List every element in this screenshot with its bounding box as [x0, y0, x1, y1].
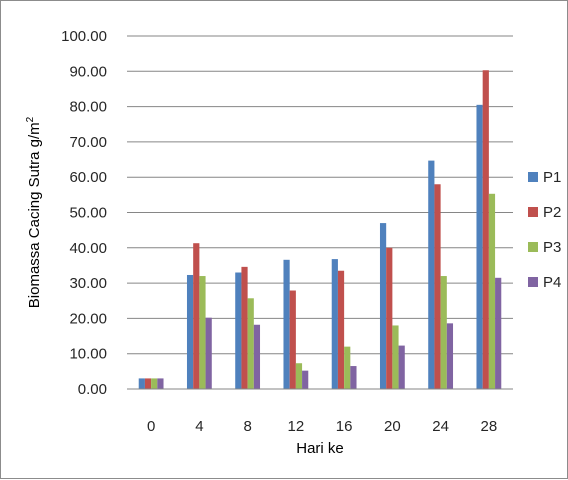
x-tick-label: 0: [147, 418, 155, 435]
legend-label-p2: P2: [543, 204, 561, 221]
y-tick-label: 10.00: [69, 346, 107, 363]
x-tick-label: 28: [481, 418, 498, 435]
legend: P1 P2 P3 P4: [528, 169, 561, 291]
y-tick-label: 20.00: [69, 310, 107, 327]
legend-swatch-p1: [528, 172, 538, 182]
legend-label-p1: P1: [543, 169, 561, 186]
x-tick-labels: 0 4 8 12 16 20 24 28: [147, 418, 497, 435]
bar-p2-day-20: [386, 247, 393, 389]
bar-p4-day-24: [446, 323, 454, 389]
bars: [138, 70, 502, 390]
y-tick-label: 80.00: [69, 99, 107, 116]
bar-p4-day-0: [157, 378, 164, 389]
bar-p2-day-0: [144, 378, 152, 389]
y-tick-label: 60.00: [69, 169, 107, 186]
grid-lines: [127, 35, 513, 355]
bar-p4-day-20: [398, 345, 405, 389]
x-tick-label: 12: [288, 418, 305, 435]
bar-p2-day-4: [193, 243, 200, 389]
bar-p2-day-28: [482, 70, 489, 389]
bar-p2-day-12: [289, 290, 296, 389]
bar-p3-day-8: [247, 298, 254, 389]
bar-p2-day-24: [434, 184, 441, 389]
bar-p3-day-16: [344, 346, 351, 389]
y-tick-label: 0.00: [78, 381, 107, 398]
bar-p3-day-20: [392, 325, 399, 389]
y-tick-label: 50.00: [69, 205, 107, 222]
y-tick-label: 30.00: [69, 275, 107, 292]
bar-p3-day-0: [151, 378, 158, 389]
y-tick-labels: 0.00 10.00 20.00 30.00 40.00 50.00 60.00 70.00 8…: [61, 28, 107, 398]
bar-p1-day-28: [476, 104, 483, 390]
y-tick-label: 70.00: [69, 134, 107, 151]
bar-p3-day-24: [440, 276, 447, 389]
x-tick-label: 16: [336, 418, 353, 435]
legend-swatch-p2: [528, 207, 538, 217]
bar-p4-day-28: [495, 277, 502, 389]
bar-p4-day-4: [205, 317, 212, 389]
y-tick-label: 90.00: [69, 63, 107, 80]
bar-p2-day-16: [337, 270, 345, 389]
bar-p1-day-12: [283, 259, 290, 389]
legend-label-p3: P3: [543, 239, 561, 256]
legend-label-p4: P4: [543, 274, 561, 291]
x-tick-label: 24: [432, 418, 449, 435]
bar-p3-day-12: [295, 363, 303, 389]
x-tick-label: 20: [384, 418, 401, 435]
x-tick-label: 8: [243, 418, 251, 435]
bar-p4-day-8: [253, 324, 261, 389]
bar-p3-day-4: [199, 276, 206, 389]
y-axis-title-text: Biomassa Cacing Sutra g/m: [26, 122, 43, 308]
bar-p1-day-16: [331, 259, 338, 389]
legend-swatch-p4: [528, 277, 538, 287]
bar-p1-day-8: [235, 272, 242, 389]
bar-p4-day-16: [350, 366, 357, 389]
y-axis-title-superscript: 2: [25, 116, 36, 122]
bar-p2-day-8: [241, 266, 248, 389]
legend-swatch-p3: [528, 242, 538, 252]
bar-p1-day-4: [186, 274, 194, 389]
y-axis-title: Biomassa Cacing Sutra g/m2: [25, 116, 43, 308]
bar-p1-day-20: [379, 223, 387, 389]
bar-p1-day-0: [138, 378, 145, 389]
x-tick-label: 4: [195, 418, 203, 435]
bar-p3-day-28: [488, 193, 496, 389]
y-tick-label: 100.00: [61, 28, 107, 45]
y-tick-label: 40.00: [69, 240, 107, 257]
bar-p1-day-24: [428, 160, 435, 389]
x-axis-title: Hari ke: [296, 440, 344, 457]
bar-p4-day-12: [302, 370, 309, 389]
